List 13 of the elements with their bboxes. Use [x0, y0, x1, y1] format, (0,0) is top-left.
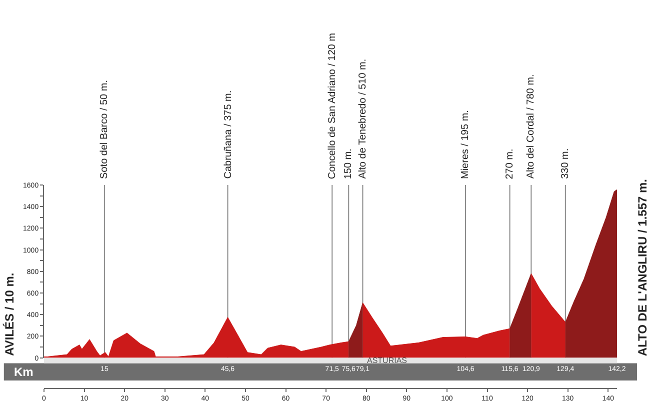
text: ALTO DE L'ANGLIRU / 1.557 m.: [635, 178, 650, 356]
ref-line-label: Cabruñana / 375 m.: [222, 90, 234, 179]
ref-line-label: Concello de San Adriano / 120 m: [327, 32, 338, 180]
y-axis-title: AVILÉS / 10 m.: [2, 272, 16, 356]
annotation: ASTURIAS: [367, 356, 408, 365]
ref-line-label: Mieres / 195 m.: [460, 110, 471, 179]
ref-line-label: Soto del Barco / 50 m.: [98, 80, 110, 179]
x2-axis-title: Km: [14, 365, 34, 379]
ref-line-label: 270 m.: [504, 148, 516, 180]
ref-line-label: Alto de Tenebredo / 510 m.: [358, 58, 369, 179]
ref-line-label: 150 m.: [343, 148, 354, 180]
ref-line-label: Alto del Cordal / 780 m.: [526, 74, 537, 179]
ref-line-label: 330 m.: [560, 148, 571, 179]
